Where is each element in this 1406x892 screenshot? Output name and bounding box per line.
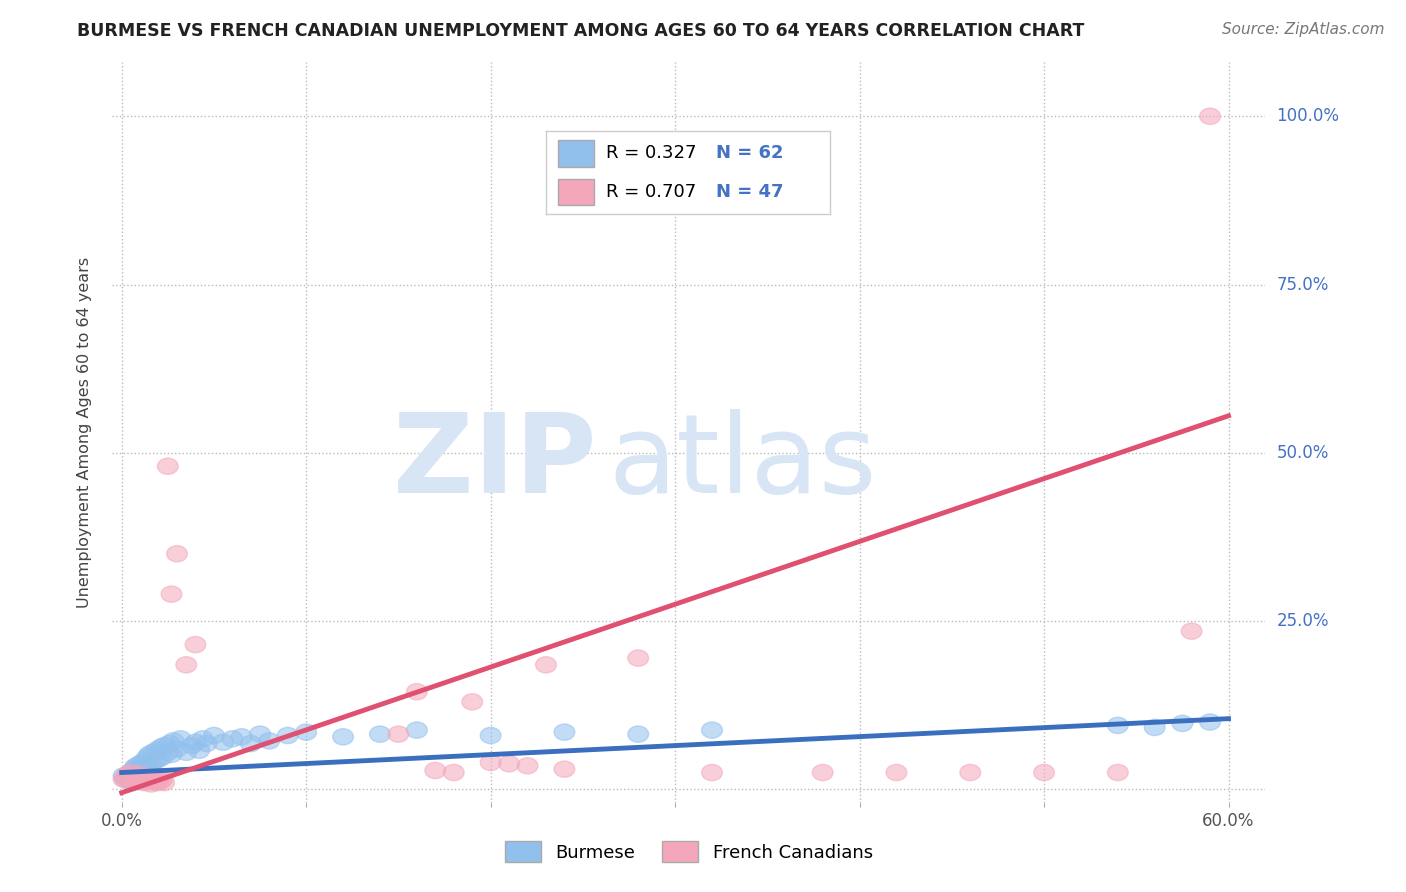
Text: R = 0.707: R = 0.707	[606, 183, 696, 201]
Text: R = 0.327: R = 0.327	[606, 145, 696, 162]
Text: 25.0%: 25.0%	[1277, 612, 1329, 630]
Text: BURMESE VS FRENCH CANADIAN UNEMPLOYMENT AMONG AGES 60 TO 64 YEARS CORRELATION CH: BURMESE VS FRENCH CANADIAN UNEMPLOYMENT …	[77, 22, 1084, 40]
Text: ZIP: ZIP	[394, 409, 596, 516]
Text: 100.0%: 100.0%	[1277, 107, 1340, 125]
FancyBboxPatch shape	[558, 179, 595, 205]
Y-axis label: Unemployment Among Ages 60 to 64 years: Unemployment Among Ages 60 to 64 years	[77, 257, 93, 608]
Legend: Burmese, French Canadians: Burmese, French Canadians	[498, 834, 880, 870]
FancyBboxPatch shape	[558, 140, 595, 167]
Text: N = 47: N = 47	[716, 183, 783, 201]
Text: Source: ZipAtlas.com: Source: ZipAtlas.com	[1222, 22, 1385, 37]
Text: atlas: atlas	[609, 409, 877, 516]
Text: N = 62: N = 62	[716, 145, 783, 162]
Text: 75.0%: 75.0%	[1277, 276, 1329, 293]
Text: 50.0%: 50.0%	[1277, 444, 1329, 462]
